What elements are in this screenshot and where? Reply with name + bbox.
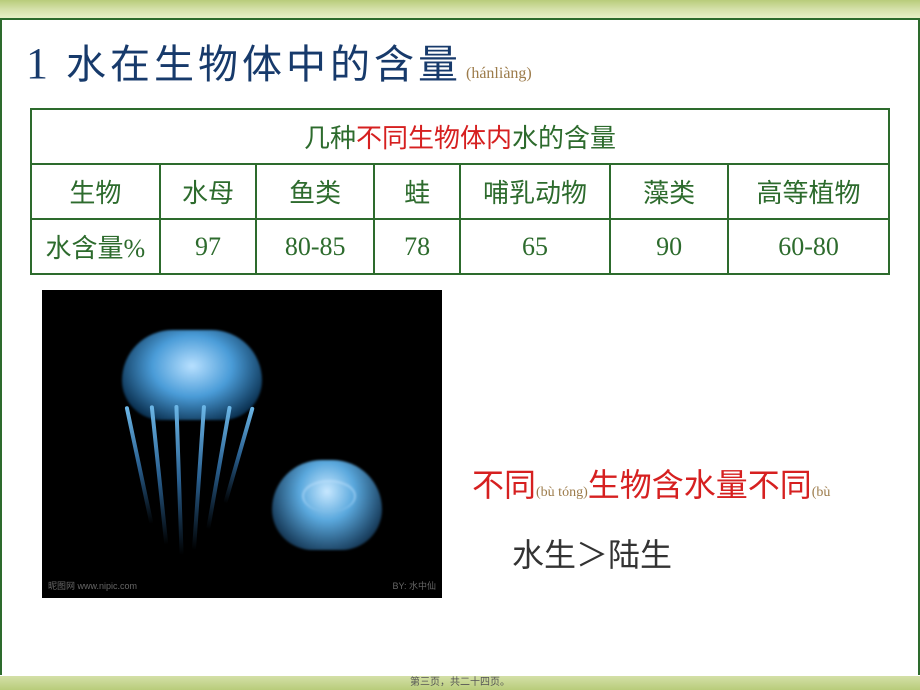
table-caption: 几种不同生物体内水的含量 [31,109,889,164]
jellyfish-large [122,330,262,420]
slide-title: 1 水在生物体中的含量 (hánliàng) [20,32,900,90]
data-cell: 90 [610,219,728,274]
header-cell: 蛙 [374,164,460,219]
image-watermark-right: BY: 水中仙 [392,579,436,592]
tentacle [150,405,169,545]
tentacle [192,405,206,550]
data-cell: 60-80 [728,219,889,274]
header-cell: 鱼类 [256,164,374,219]
slide-footer: 第三页，共二十四页。 [0,676,920,690]
tentacle [174,405,183,555]
title-text: 水在生物体中的含量 [66,32,462,90]
slide-content: 1 水在生物体中的含量 (hánliàng) 几种不同生物体内水的含量 生物 水… [0,20,920,675]
header-cell: 生物 [31,164,160,219]
header-cell: 高等植物 [728,164,889,219]
main-statement: 不同(bù tóng)生物含水量不同(bù [472,460,830,506]
tentacle [206,406,232,530]
top-decoration [0,0,920,18]
title-number: 1 [26,38,48,89]
header-cell: 水母 [160,164,257,219]
row-label-cell: 水含量% [31,219,160,274]
table-data-row: 水含量% 97 80-85 78 65 90 60-80 [31,219,889,274]
header-cell: 哺乳动物 [460,164,610,219]
table-header-row: 生物 水母 鱼类 蛙 哺乳动物 藻类 高等植物 [31,164,889,219]
image-watermark-left: 昵图网 www.nipic.com [48,579,137,592]
tentacle [125,406,154,524]
jellyfish-image: 昵图网 www.nipic.com BY: 水中仙 [42,290,442,598]
data-cell: 80-85 [256,219,374,274]
jellyfish-small [272,460,382,550]
data-cell: 78 [374,219,460,274]
header-cell: 藻类 [610,164,728,219]
data-cell: 65 [460,219,610,274]
sub-statement: 水生＞陆生 [512,530,672,576]
water-content-table: 几种不同生物体内水的含量 生物 水母 鱼类 蛙 哺乳动物 藻类 高等植物 水含量… [30,108,890,275]
data-cell: 97 [160,219,257,274]
title-pinyin: (hánliàng) [466,65,532,83]
